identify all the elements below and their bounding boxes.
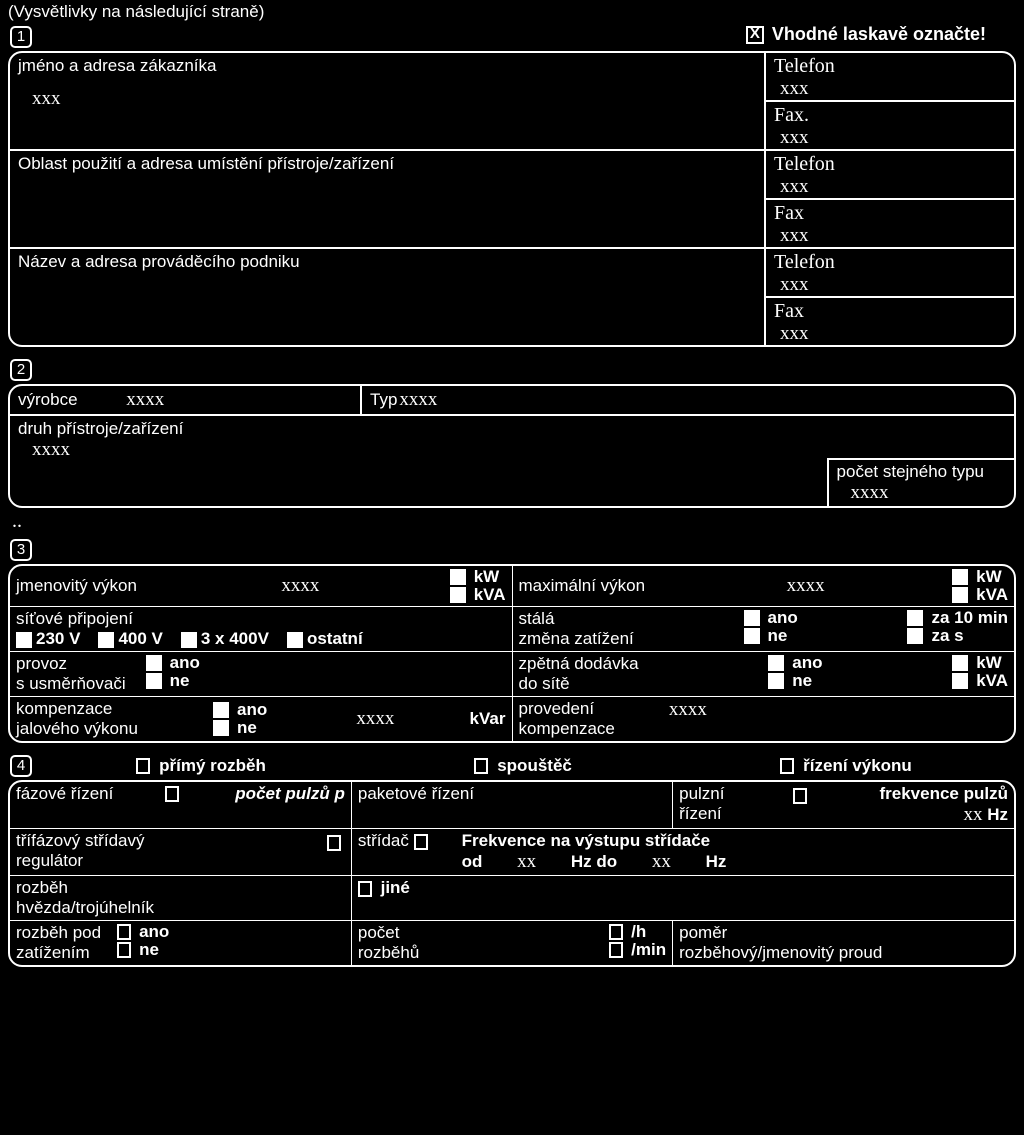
checkbox-icon[interactable] [768,673,784,689]
checkbox-icon[interactable] [780,758,794,774]
section-4-table: fázové řízení počet pulzů p paketové říz… [10,782,1014,965]
checkbox-icon[interactable] [952,655,968,671]
checkbox-icon[interactable] [213,720,229,736]
section-3-table: jmenovitý výkon xxxx kW kVA maximální vý… [10,566,1014,741]
contractor-cell: Název a adresa prováděcího podniku [10,249,764,345]
checkbox-icon[interactable] [907,628,923,644]
section-4-header: přímý rozběh spouštěč řízení výkonu [32,754,1016,780]
explanation-note: (Vysvětlivky na následující straně) [8,2,1016,22]
checkbox-icon[interactable] [117,942,131,958]
area-cell: Oblast použití a adresa umístění přístro… [10,151,764,247]
checkbox-icon[interactable] [744,628,760,644]
checkbox-icon[interactable] [146,655,162,671]
checkbox-icon[interactable] [952,587,968,603]
checkbox-icon[interactable] [327,835,341,851]
checkbox-icon[interactable] [358,881,372,897]
checkbox-icon[interactable] [16,632,32,648]
checkbox-icon[interactable] [450,587,466,603]
checkbox-icon[interactable] [609,924,623,940]
device-cell: druh přístroje/zařízení xxxx počet stejn… [10,416,1014,506]
checkbox-icon[interactable] [213,702,229,718]
checkbox-icon[interactable] [117,924,131,940]
checkbox-icon[interactable] [146,673,162,689]
checkbox-icon[interactable] [181,632,197,648]
section-4-panel: fázové řízení počet pulzů p paketové říz… [8,780,1016,967]
checkbox-icon[interactable] [907,610,923,626]
mark-prompt: Vhodné laskavě označte! [746,24,986,45]
checkbox-icon[interactable] [414,834,428,850]
checkbox-icon[interactable] [744,610,760,626]
checkbox-icon[interactable] [98,632,114,648]
count-cell: počet stejného typu xxxx [827,458,1014,506]
customer-contact: Telefon xxx Fax. xxx [764,53,1014,149]
checkbox-marked-icon [746,26,764,44]
manufacturer-cell: výrobce xxxx [10,386,360,414]
checkbox-icon[interactable] [136,758,150,774]
area-contact: Telefon xxx Fax xxx [764,151,1014,247]
checkbox-icon[interactable] [609,942,623,958]
section-1-panel: jméno a adresa zákazníka xxx Telefon xxx… [8,51,1016,347]
section-1-number: 1 [10,26,32,48]
checkbox-icon[interactable] [165,786,179,802]
section-3-panel: jmenovitý výkon xxxx kW kVA maximální vý… [8,564,1016,743]
section-2-number: 2 [10,359,32,381]
customer-cell: jméno a adresa zákazníka xxx [10,53,764,149]
checkbox-icon[interactable] [474,758,488,774]
dots: .. [8,510,1016,533]
checkbox-icon[interactable] [450,569,466,585]
checkbox-icon[interactable] [952,673,968,689]
checkbox-icon[interactable] [287,632,303,648]
checkbox-icon[interactable] [768,655,784,671]
type-cell: Typxxxx [360,386,1014,414]
section-2-panel: výrobce xxxx Typxxxx druh přístroje/zaří… [8,384,1016,508]
section-4-number: 4 [10,755,32,777]
checkbox-icon[interactable] [793,788,807,804]
section-3-number: 3 [10,539,32,561]
contractor-contact: Telefon xxx Fax xxx [764,249,1014,345]
checkbox-icon[interactable] [952,569,968,585]
